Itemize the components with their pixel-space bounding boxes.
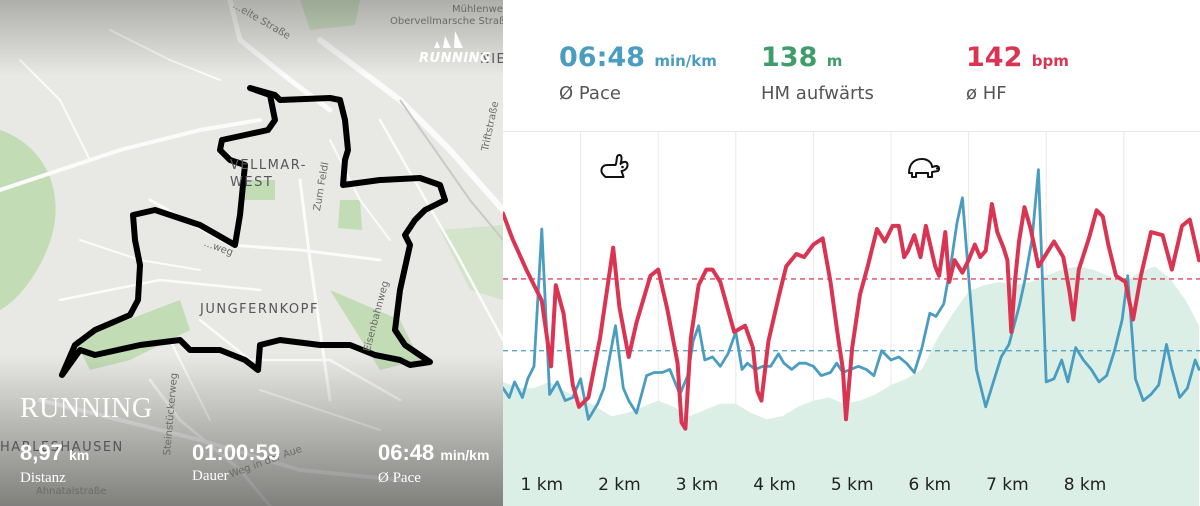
x-tick-label: 4 km bbox=[753, 475, 796, 495]
pace-unit: min/km bbox=[440, 447, 490, 463]
metric-label: HM aufwärts bbox=[761, 83, 874, 104]
duration-label: Dauer bbox=[192, 468, 229, 484]
activity-chart[interactable]: 1 km 2 km 3 km 4 km 5 km 6 km 7 km 8 km bbox=[503, 131, 1200, 506]
overlay-distance: 8,97 km Distanz bbox=[20, 440, 89, 488]
chart-icons bbox=[600, 154, 941, 178]
series-lines bbox=[503, 168, 1200, 431]
map-shading bbox=[0, 0, 503, 506]
stats-panel: 06:48 min/km Ø Pace 138 m HM aufwärts 14… bbox=[503, 0, 1200, 506]
activity-title: RUNNING bbox=[20, 393, 153, 424]
overlay-pace: 06:48 min/km Ø Pace bbox=[378, 440, 489, 488]
distance-value: 8,97 bbox=[20, 440, 63, 465]
elevation-fill bbox=[503, 266, 1200, 506]
brand-badge: RUNNING bbox=[419, 28, 492, 66]
metric-unit: m bbox=[826, 52, 843, 70]
metric-elevation-gain: 138 m HM aufwärts bbox=[761, 42, 874, 104]
x-tick-label: 7 km bbox=[986, 475, 1029, 495]
heart_rate-line bbox=[503, 202, 1200, 431]
duration-value: 01:00:59 bbox=[192, 440, 281, 465]
district-label: HARLESHAUSEN bbox=[0, 440, 124, 455]
elevation-area bbox=[503, 266, 1200, 506]
metric-value: 06:48 bbox=[559, 42, 645, 73]
brand-text: RUNNING bbox=[419, 51, 492, 66]
x-tick-label: 1 km bbox=[520, 475, 563, 495]
street-label: Obervellmarsche Straße bbox=[390, 16, 503, 27]
distance-label: Distanz bbox=[20, 470, 66, 486]
metric-avg-pace: 06:48 min/km Ø Pace bbox=[559, 42, 717, 104]
turtle-icon bbox=[908, 158, 941, 178]
x-tick-label: 5 km bbox=[831, 475, 874, 495]
district-label: JUNGFERNKOPF bbox=[200, 302, 319, 317]
distance-unit: km bbox=[68, 447, 90, 463]
overlay-duration: 01:00:59 Dauer bbox=[192, 440, 280, 486]
rabbit-icon bbox=[600, 154, 629, 178]
pace-label: Ø Pace bbox=[378, 470, 421, 486]
pace-value: 06:48 bbox=[378, 440, 435, 465]
edge-label: NIE bbox=[480, 52, 503, 67]
metric-value: 142 bbox=[966, 42, 1023, 73]
adidas-running-logo-icon bbox=[434, 31, 463, 48]
average-lines bbox=[503, 278, 1200, 352]
metric-avg-heart-rate: 142 bpm ø HF bbox=[966, 42, 1069, 104]
street-label: Mühlenweg bbox=[452, 4, 503, 15]
metric-label: Ø Pace bbox=[559, 83, 621, 104]
x-tick-label: 2 km bbox=[598, 475, 641, 495]
x-tick-labels: 1 km 2 km 3 km 4 km 5 km 6 km 7 km 8 km bbox=[520, 475, 1106, 495]
x-tick-label: 6 km bbox=[908, 475, 951, 495]
route-map[interactable] bbox=[0, 0, 503, 506]
metric-unit: bpm bbox=[1031, 52, 1069, 70]
metric-value: 138 bbox=[761, 42, 818, 73]
map-panel[interactable]: Mühlenweg Obervellmarsche Straße Zum Fel… bbox=[0, 0, 503, 506]
x-tick-label: 3 km bbox=[676, 475, 719, 495]
metric-label: ø HF bbox=[966, 83, 1007, 104]
street-label: Ahnatalstraße bbox=[36, 486, 107, 497]
district-label: VELLMAR- WEST bbox=[230, 158, 307, 190]
metric-unit: min/km bbox=[654, 52, 717, 70]
x-tick-label: 8 km bbox=[1064, 475, 1107, 495]
